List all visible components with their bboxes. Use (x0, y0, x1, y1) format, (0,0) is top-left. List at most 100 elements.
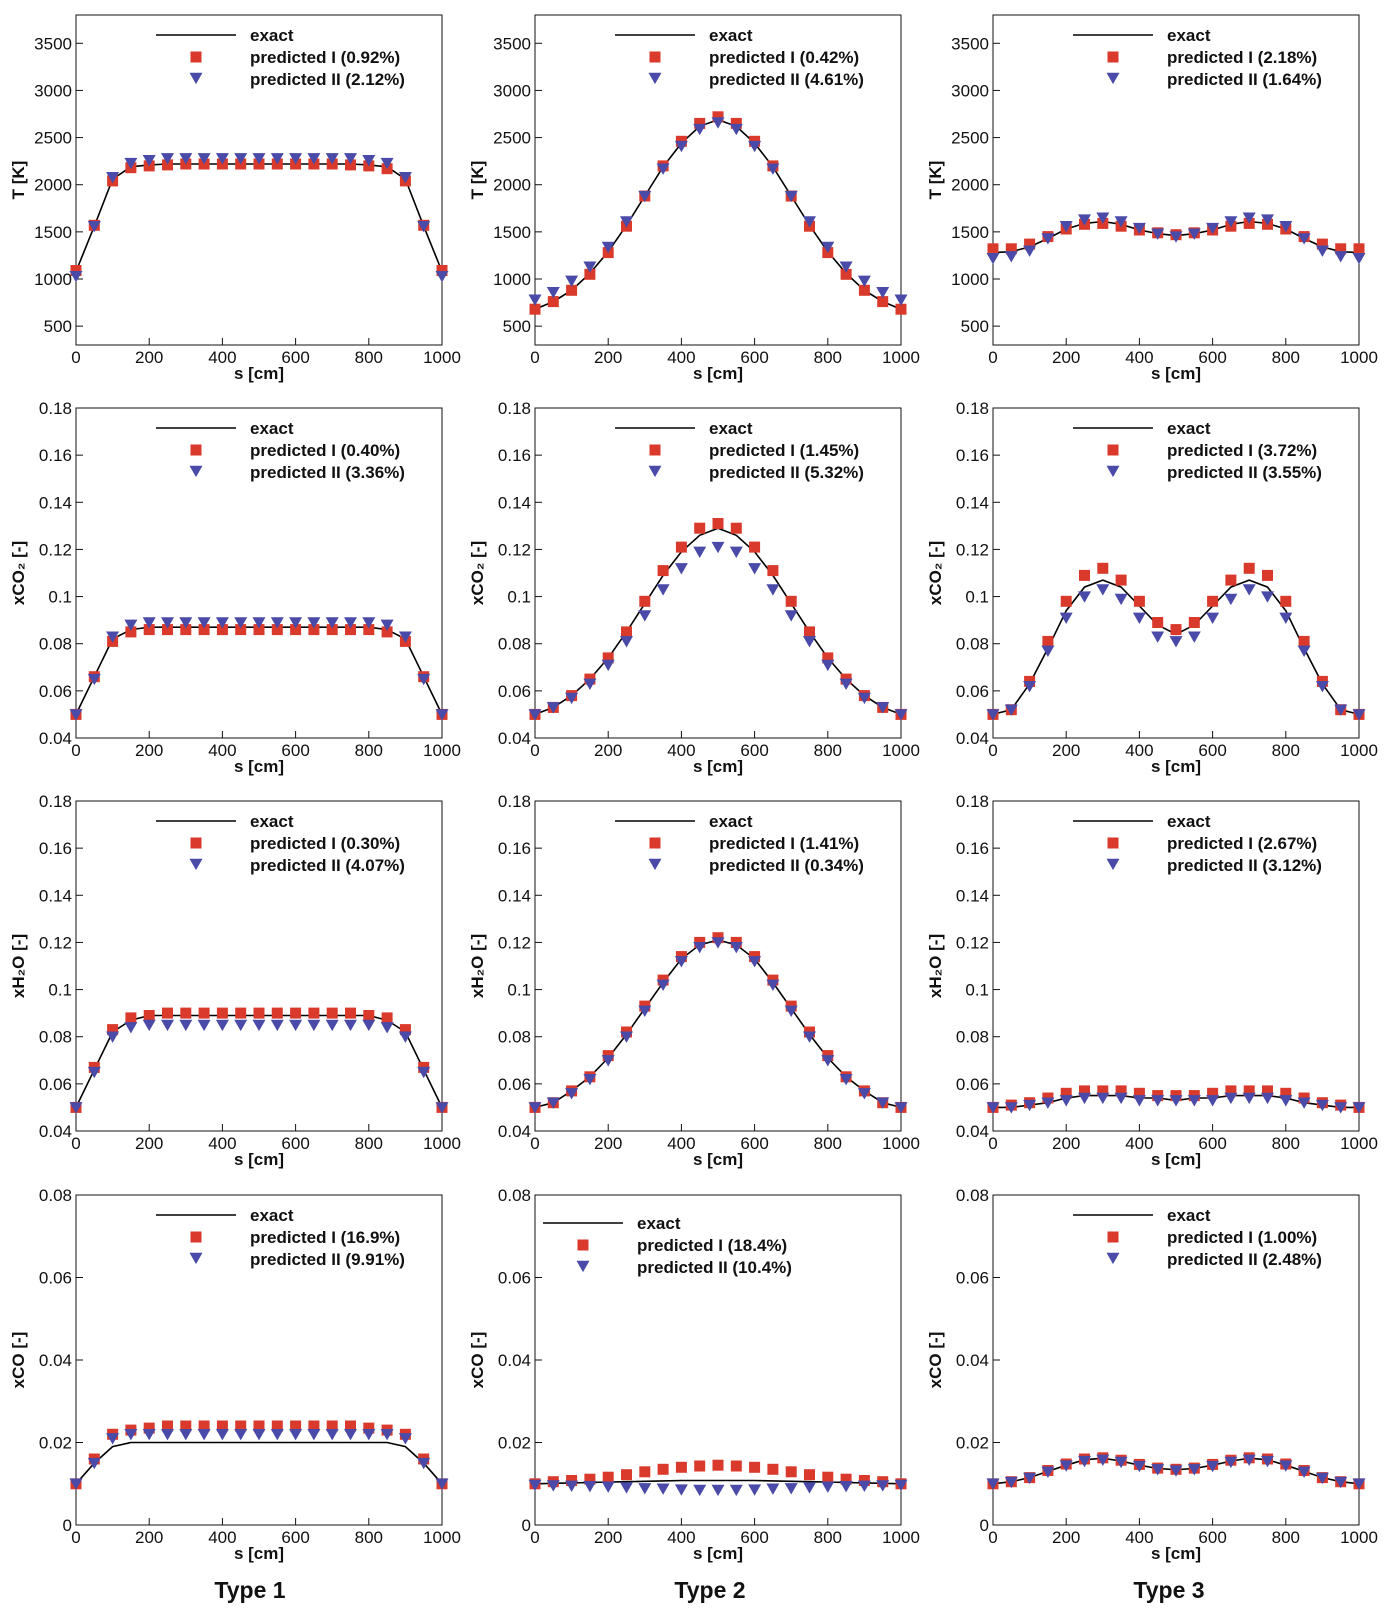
series-predicted-1-point (602, 1471, 614, 1483)
y-tick-label: 500 (44, 317, 72, 336)
series-predicted-2-point (1261, 591, 1274, 603)
series-predicted-2-point (1078, 1092, 1091, 1105)
series-predicted-1-point (877, 296, 889, 308)
y-tick-label: 0.08 (498, 1028, 531, 1047)
series-predicted-2-point (398, 631, 412, 643)
series-predicted-2-point (729, 1484, 743, 1497)
series-predicted-2-point (1352, 1102, 1366, 1114)
x-tick-label: 0 (988, 1528, 997, 1547)
series-predicted-2-point (711, 117, 725, 129)
series-predicted-2-point (693, 546, 707, 558)
series-predicted-1-point (271, 624, 283, 636)
y-tick-label: 0.02 (956, 1434, 989, 1453)
series-predicted-2-point (766, 1483, 780, 1495)
series-predicted-2-point (784, 610, 798, 622)
y-tick-label: 0.16 (498, 446, 531, 465)
x-tick-label: 200 (1052, 1134, 1080, 1153)
x-tick-label: 400 (1125, 1134, 1153, 1153)
legend-predicted-1-marker (1107, 837, 1119, 849)
series-predicted-2-point (417, 1066, 431, 1079)
legend: exact predicted I (0.42%) predicted II (4.… (615, 26, 864, 89)
series-predicted-2-point (894, 1102, 908, 1114)
series-predicted-2-point (620, 216, 633, 228)
series-predicted-2-point (986, 709, 1000, 721)
x-tick-label: 400 (667, 1528, 695, 1547)
series-predicted-2-point (620, 636, 633, 648)
x-tick-label: 800 (814, 1528, 842, 1547)
panel-r0-c0: 0 200 400 600 800 1000 500 1000 1500 2000 2500 3000… (9, 14, 461, 383)
series-predicted-1-point (162, 1007, 173, 1019)
series-predicted-2-point (784, 190, 798, 203)
series-predicted-2-point (1279, 221, 1293, 233)
series-predicted-2-point (344, 1019, 357, 1032)
x-tick-label: 600 (281, 1528, 309, 1547)
series-predicted-2-point (784, 1005, 798, 1017)
legend-predicted-1-marker (190, 1231, 202, 1243)
x-tick-label: 1000 (423, 348, 461, 367)
series-predicted-2-point (1132, 222, 1146, 235)
x-tick-label: 200 (594, 348, 622, 367)
series-predicted-2-point (1041, 645, 1055, 657)
series-predicted-2-point (234, 617, 248, 629)
series-predicted-2-point (106, 631, 120, 643)
plot-frame (75, 800, 443, 1132)
x-tick-label: 800 (814, 348, 842, 367)
series-predicted-1-point (785, 1466, 797, 1478)
series-predicted-2-point (583, 678, 597, 690)
legend-predicted-1-label: predicted I (2.18%) (1167, 48, 1317, 67)
series-predicted-2-point (179, 1019, 193, 1032)
series-predicted-2-point (565, 275, 579, 288)
series-predicted-1-point (290, 1420, 302, 1432)
x-tick-label: 0 (71, 348, 80, 367)
panel-r3-c0: 0 200 400 600 800 1000 0 0.02 0.04 0.06 0.08 s [cm]… (9, 1186, 461, 1563)
column-title-type-2: Type 2 (674, 1577, 745, 1603)
legend-predicted-1-marker (190, 444, 202, 456)
series-predicted-2-point (435, 1478, 449, 1490)
x-tick-label: 1000 (1340, 1528, 1378, 1547)
series-predicted-1-point (235, 1007, 247, 1019)
legend-predicted-2-label: predicted II (9.91%) (250, 1250, 405, 1269)
y-tick-label: 0.14 (498, 493, 531, 512)
x-tick-label: 200 (135, 741, 163, 760)
series-predicted-2-point (1004, 1476, 1018, 1489)
series-predicted-2-point (674, 956, 688, 968)
series-predicted-2-point (1059, 1460, 1073, 1472)
series-predicted-2-point (197, 1429, 211, 1441)
series-predicted-2-point (417, 1457, 431, 1470)
plot-frame (992, 800, 1360, 1132)
series-predicted-1-point (70, 265, 82, 276)
series-predicted-1-point (1243, 562, 1255, 574)
y-tick-label: 0.08 (498, 1186, 531, 1205)
y-tick-label: 500 (961, 317, 989, 336)
y-axis-label: xH₂O [-] (468, 934, 487, 998)
series-predicted-1-point (730, 522, 742, 534)
series-predicted-2-point (398, 1031, 412, 1043)
series-predicted-2-point (711, 541, 725, 554)
y-tick-label: 0.12 (498, 540, 531, 559)
plot-frame (534, 407, 902, 739)
series-predicted-2-point (1078, 591, 1091, 603)
series-predicted-2-point (1004, 1102, 1018, 1114)
legend-predicted-1-label: predicted I (1.45%) (709, 441, 859, 460)
x-axis-label: s [cm] (234, 1544, 284, 1563)
series-predicted-1-point (858, 1475, 870, 1486)
x-tick-label: 1000 (882, 1528, 920, 1547)
series-predicted-1-point (235, 1420, 247, 1432)
series-predicted-2-point (270, 1019, 284, 1032)
panel-r0-c2: 0 200 400 600 800 1000 500 1000 1500 2000 2500 3000… (926, 14, 1378, 383)
series-predicted-2-point (1169, 636, 1183, 648)
series-predicted-2-point (398, 171, 412, 184)
x-tick-label: 1000 (1340, 1134, 1378, 1153)
series-predicted-2-point (435, 1102, 449, 1114)
x-tick-label: 400 (208, 1528, 236, 1547)
legend-predicted-2-label: predicted II (4.61%) (709, 70, 864, 89)
series-predicted-2-point (1334, 1476, 1348, 1489)
series-exact-line (75, 163, 443, 272)
series-predicted-2-point (1004, 704, 1018, 716)
series-predicted-2-point (1279, 1460, 1293, 1472)
series-predicted-2-point (289, 153, 303, 165)
series-predicted-1-point (326, 624, 338, 636)
x-axis-label: s [cm] (1151, 1544, 1201, 1563)
x-tick-label: 400 (208, 1134, 236, 1153)
y-tick-label: 1500 (493, 223, 531, 242)
